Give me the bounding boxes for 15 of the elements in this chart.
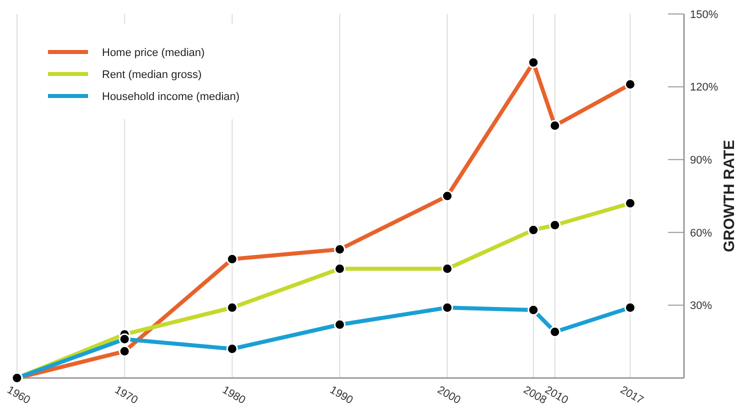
x-tick-label: 1980 xyxy=(220,384,248,407)
y-tick-label: 120% xyxy=(690,82,718,94)
y-tick-label: 90% xyxy=(690,154,712,166)
legend-label: Rent (median gross) xyxy=(102,68,202,81)
y-tick-label: 150% xyxy=(690,8,718,21)
x-tick-label: 1970 xyxy=(112,384,140,407)
x-tick-label: 2000 xyxy=(435,384,462,407)
y-axis-title: GROWTH RATE xyxy=(721,140,738,252)
legend-label: Home price (median) xyxy=(102,46,205,59)
y-tick-label: 60% xyxy=(690,227,712,240)
y-tick-label: 30% xyxy=(690,300,712,312)
x-tick-label: 1960 xyxy=(4,384,32,407)
legend-label: Household income (median) xyxy=(102,90,240,103)
x-tick-label: 1990 xyxy=(328,384,355,407)
x-tick-label: 2017 xyxy=(618,384,646,407)
